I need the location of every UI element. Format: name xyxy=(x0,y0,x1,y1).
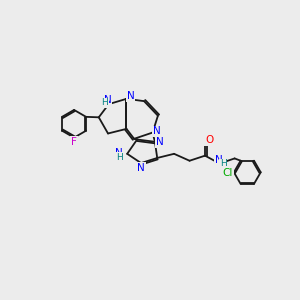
Text: H: H xyxy=(220,160,227,169)
Text: N: N xyxy=(153,126,160,136)
Text: N: N xyxy=(156,137,164,147)
Text: Cl: Cl xyxy=(222,168,233,178)
Text: N: N xyxy=(215,155,223,165)
Text: N: N xyxy=(104,95,111,105)
Text: F: F xyxy=(71,137,77,147)
Text: O: O xyxy=(205,135,213,145)
Text: N: N xyxy=(115,148,123,158)
Text: N: N xyxy=(127,91,134,101)
Text: N: N xyxy=(137,163,145,173)
Text: H: H xyxy=(101,98,108,107)
Text: H: H xyxy=(116,153,123,162)
